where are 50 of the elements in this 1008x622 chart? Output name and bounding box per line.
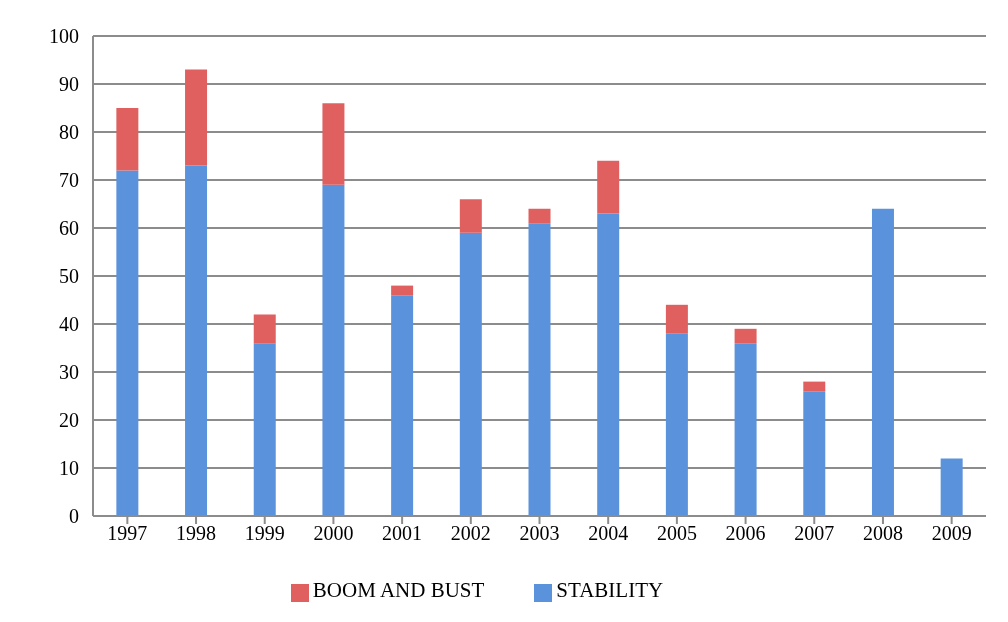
y-tick-label: 20 <box>59 409 79 432</box>
y-tick-label: 10 <box>59 457 79 480</box>
y-tick-label: 40 <box>59 313 79 336</box>
bar <box>597 213 620 516</box>
bar <box>597 160 620 214</box>
bar <box>665 333 688 516</box>
x-tick-label: 1997 <box>107 522 148 545</box>
y-tick-label: 80 <box>59 121 79 144</box>
bar <box>940 458 963 516</box>
y-tick-label: 70 <box>59 169 79 192</box>
legend-label: BOOM AND BUST <box>312 578 485 602</box>
bar <box>322 184 345 516</box>
bar <box>253 343 276 516</box>
x-tick-label: 2001 <box>382 522 423 545</box>
bar <box>459 199 482 233</box>
x-tick-label: 2005 <box>656 522 697 545</box>
x-tick-label: 1998 <box>176 522 217 545</box>
x-tick-label: 2008 <box>862 522 903 545</box>
y-tick-label: 60 <box>59 217 79 240</box>
x-tick-label: 2004 <box>588 522 629 545</box>
legend-label: STABILITY <box>556 578 664 602</box>
y-tick-label: 90 <box>59 73 79 96</box>
x-tick-label: 2007 <box>794 522 835 545</box>
y-tick-label: 50 <box>59 265 79 288</box>
bar <box>665 304 688 334</box>
bar <box>185 165 208 516</box>
bar <box>391 295 414 516</box>
bar <box>253 314 276 344</box>
bar <box>528 223 551 516</box>
x-tick-label: 2006 <box>725 522 766 545</box>
bar <box>459 232 482 516</box>
x-tick-label: 2009 <box>931 522 972 545</box>
bar <box>116 170 139 516</box>
bar <box>734 343 757 516</box>
bar <box>528 208 551 224</box>
bar <box>734 328 757 344</box>
y-tick-label: 0 <box>69 505 79 528</box>
x-tick-label: 1999 <box>244 522 285 545</box>
bar <box>391 285 414 296</box>
bar <box>116 108 139 171</box>
x-tick-label: 2002 <box>450 522 491 545</box>
bar <box>185 69 208 166</box>
y-tick-label: 30 <box>59 361 79 384</box>
y-tick-label: 100 <box>49 25 79 48</box>
bar <box>803 391 826 516</box>
bar <box>871 208 894 516</box>
bar <box>322 103 345 185</box>
x-tick-label: 2003 <box>519 522 560 545</box>
x-tick-label: 2000 <box>313 522 354 545</box>
bar <box>803 381 826 392</box>
